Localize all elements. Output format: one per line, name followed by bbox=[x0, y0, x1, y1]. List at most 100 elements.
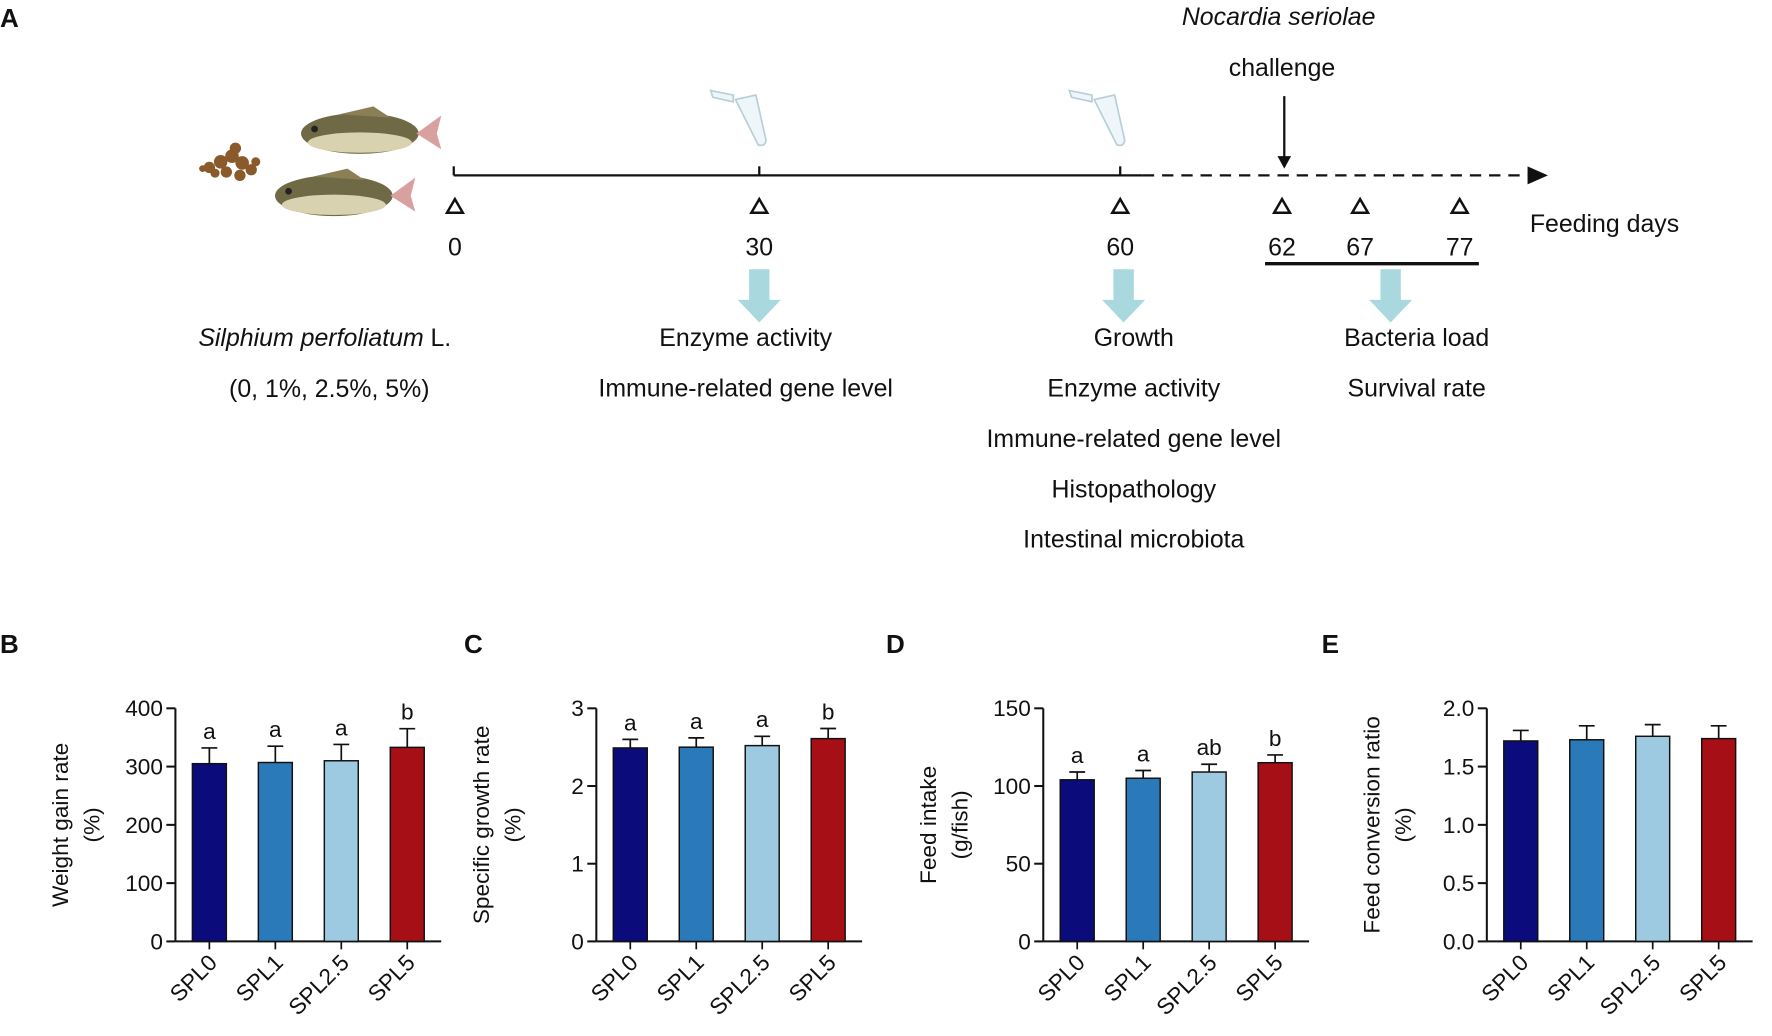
significance-letter: a bbox=[335, 715, 348, 740]
bar bbox=[1059, 779, 1095, 943]
error-bar bbox=[201, 747, 218, 764]
bar bbox=[1191, 771, 1227, 943]
diet-doses: (0, 1%, 2.5%, 5%) bbox=[229, 375, 429, 403]
bar bbox=[257, 761, 294, 943]
y-tick-label: 2.0 bbox=[1443, 696, 1474, 721]
axis-label: Feeding days bbox=[1530, 210, 1679, 238]
bar bbox=[1125, 777, 1161, 943]
sampling-item: Bacteria load bbox=[1344, 324, 1489, 352]
error-bar bbox=[1512, 729, 1529, 741]
x-tick-label: SPL2.5 bbox=[284, 950, 354, 1020]
authority: L. bbox=[430, 324, 451, 352]
bar bbox=[678, 746, 714, 943]
y-tick-label: 0 bbox=[150, 929, 163, 954]
bar bbox=[612, 747, 648, 943]
sampling-item: Enzyme activity bbox=[1047, 375, 1220, 403]
y-axis-title: (%) bbox=[501, 807, 526, 842]
bar bbox=[1257, 761, 1293, 943]
y-tick-label: 150 bbox=[993, 696, 1031, 721]
diet-label: Silphium perfoliatum L. bbox=[198, 324, 451, 352]
y-axis-title: Feed intake bbox=[916, 766, 941, 884]
x-tick-label: SPL0 bbox=[165, 950, 222, 1007]
error-bar bbox=[1267, 754, 1284, 763]
sampling-item: Intestinal microbiota bbox=[1023, 526, 1244, 554]
error-bar bbox=[820, 727, 837, 739]
day-marker bbox=[1110, 196, 1131, 214]
significance-letter: b bbox=[401, 700, 414, 725]
panel-label: E bbox=[1322, 629, 1339, 659]
panel-label: C bbox=[464, 629, 483, 659]
bar bbox=[1503, 740, 1539, 943]
day-marker bbox=[749, 196, 770, 214]
y-tick-label: 300 bbox=[125, 755, 163, 780]
error-bar bbox=[1710, 724, 1727, 739]
significance-letter: a bbox=[1071, 743, 1084, 768]
y-axis-title: Weight gain rate bbox=[48, 743, 73, 907]
timeline-arrowhead bbox=[1527, 166, 1548, 185]
y-tick-label: 100 bbox=[125, 871, 163, 896]
day-label: 67 bbox=[1346, 234, 1374, 262]
timeline-axis bbox=[452, 96, 1530, 266]
x-tick-label: SPL0 bbox=[1477, 950, 1534, 1007]
panel-label: D bbox=[886, 629, 905, 659]
error-bar bbox=[333, 743, 350, 761]
significance-letter: a bbox=[269, 717, 282, 742]
day-marker bbox=[1271, 196, 1293, 214]
bar bbox=[389, 746, 425, 943]
y-axis-title: (%) bbox=[1391, 807, 1416, 842]
error-bar bbox=[1578, 724, 1595, 740]
panel-label: B bbox=[0, 629, 19, 659]
significance-letter: ab bbox=[1197, 735, 1222, 760]
y-axis-title: (%) bbox=[80, 807, 105, 842]
day-label: 62 bbox=[1268, 234, 1296, 262]
error-bar bbox=[1644, 723, 1661, 737]
error-bar bbox=[399, 727, 416, 748]
sampling-item: Histopathology bbox=[1052, 475, 1217, 503]
sample-tube bbox=[709, 89, 1126, 147]
x-tick-label: SPL1 bbox=[1543, 950, 1600, 1007]
sampling-item: Immune-related gene level bbox=[987, 425, 1282, 453]
day-marker bbox=[1350, 196, 1371, 214]
bar bbox=[1569, 739, 1605, 943]
y-axis-title: Specific growth rate bbox=[469, 726, 494, 925]
x-tick-label: SPL5 bbox=[363, 950, 420, 1007]
bar bbox=[1634, 735, 1671, 943]
fish-illustration bbox=[274, 106, 442, 217]
error-bar bbox=[1201, 763, 1218, 773]
y-tick-label: 400 bbox=[125, 696, 163, 721]
feed-pellets bbox=[199, 142, 261, 182]
y-tick-label: 1.0 bbox=[1443, 813, 1474, 838]
event-label: challenge bbox=[1229, 54, 1336, 82]
sampling-item: Immune-related gene level bbox=[598, 375, 893, 403]
x-tick-label: SPL2.5 bbox=[1152, 950, 1222, 1020]
day-label: 0 bbox=[448, 234, 462, 262]
x-tick-label: SPL0 bbox=[1033, 950, 1090, 1007]
y-tick-label: 2 bbox=[571, 774, 584, 799]
y-tick-label: 3 bbox=[571, 696, 584, 721]
x-tick-label: SPL2.5 bbox=[1595, 950, 1665, 1020]
y-tick-label: 1 bbox=[571, 852, 584, 877]
error-bar bbox=[754, 735, 771, 746]
y-tick-label: 0 bbox=[571, 929, 584, 954]
pathogen-label: Nocardia seriolae bbox=[1182, 3, 1376, 31]
significance-letter: b bbox=[1269, 726, 1282, 751]
x-tick-label: SPL5 bbox=[1231, 950, 1288, 1007]
y-tick-label: 200 bbox=[125, 813, 163, 838]
x-tick-label: SPL5 bbox=[784, 950, 841, 1007]
panel-label: A bbox=[0, 3, 19, 33]
x-tick-label: SPL1 bbox=[1099, 950, 1156, 1007]
x-tick-label: SPL1 bbox=[652, 950, 709, 1007]
bar bbox=[1700, 737, 1737, 943]
bar bbox=[810, 737, 846, 943]
significance-letter: a bbox=[624, 710, 637, 735]
significance-letter: a bbox=[690, 709, 703, 734]
x-tick-label: SPL5 bbox=[1674, 950, 1731, 1007]
error-bar bbox=[1069, 771, 1086, 780]
error-bar bbox=[267, 745, 284, 763]
sampling-arrow bbox=[737, 269, 1413, 323]
day-label: 60 bbox=[1106, 234, 1134, 262]
sampling-item: Growth bbox=[1094, 324, 1174, 352]
day-marker bbox=[1449, 196, 1470, 214]
